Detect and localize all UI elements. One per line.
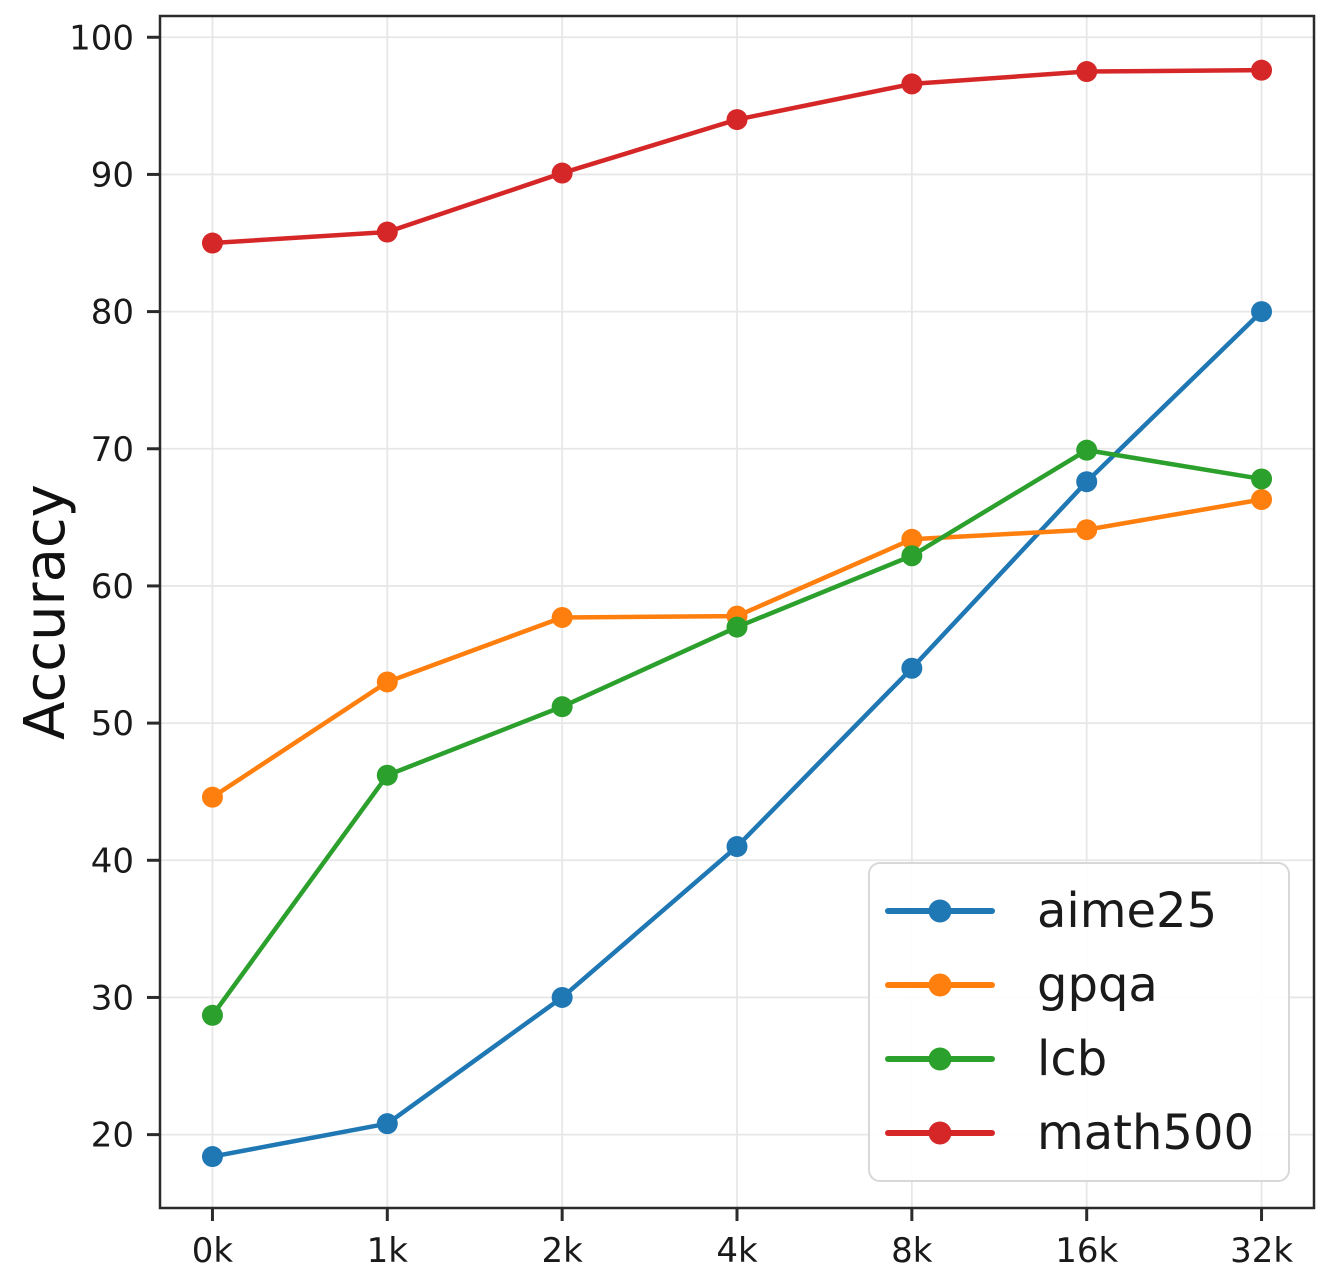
legend-line-sample-aime25	[885, 899, 995, 923]
legend-item-gpqa: gpqa	[885, 961, 1288, 1009]
data-point-gpqa-8k	[901, 528, 923, 550]
legend-line-sample-gpqa	[885, 973, 995, 997]
y-tick-label: 40	[91, 841, 134, 881]
data-point-gpqa-1k	[376, 671, 398, 693]
data-point-math500-2k	[551, 162, 573, 184]
legend-marker-icon	[928, 973, 952, 997]
legend-label-aime25: aime25	[1037, 883, 1218, 939]
data-point-math500-32k	[1251, 59, 1273, 81]
legend-marker-icon	[928, 1121, 952, 1145]
data-point-aime25-4k	[726, 836, 748, 858]
data-point-lcb-4k	[726, 616, 748, 638]
data-point-aime25-2k	[551, 986, 573, 1008]
y-tick-label: 30	[91, 978, 134, 1018]
x-tick-label: 4k	[716, 1231, 758, 1271]
data-point-math500-4k	[726, 109, 748, 131]
legend-marker-icon	[928, 1047, 952, 1071]
data-point-lcb-32k	[1251, 468, 1273, 490]
legend-label-lcb: lcb	[1037, 1031, 1108, 1087]
legend-line-sample-lcb	[885, 1047, 995, 1071]
y-tick-label: 90	[91, 155, 134, 195]
data-point-math500-8k	[901, 73, 923, 95]
legend-line-sample-math500	[885, 1121, 995, 1145]
data-point-aime25-16k	[1076, 471, 1098, 493]
data-point-lcb-16k	[1076, 439, 1098, 461]
data-point-gpqa-32k	[1251, 489, 1273, 511]
legend-item-aime25: aime25	[885, 887, 1288, 935]
x-tick-label: 1k	[367, 1231, 409, 1271]
data-point-aime25-0k	[201, 1146, 223, 1168]
legend-label-gpqa: gpqa	[1037, 957, 1158, 1013]
y-axis-title: Accuracy	[13, 484, 78, 740]
legend-marker-icon	[928, 899, 952, 923]
legend: aime25 gpqa lcb math500	[868, 862, 1290, 1182]
data-point-gpqa-0k	[201, 786, 223, 808]
legend-item-math500: math500	[885, 1109, 1288, 1157]
x-tick-label: 2k	[541, 1231, 583, 1271]
data-point-aime25-32k	[1251, 301, 1273, 323]
data-point-lcb-1k	[376, 764, 398, 786]
data-point-math500-0k	[201, 232, 223, 254]
data-point-lcb-8k	[901, 545, 923, 567]
data-point-lcb-2k	[551, 696, 573, 718]
y-tick-label: 80	[91, 293, 134, 333]
data-point-gpqa-16k	[1076, 519, 1098, 541]
x-tick-label: 0k	[192, 1231, 234, 1271]
data-point-math500-1k	[376, 221, 398, 243]
data-point-math500-16k	[1076, 61, 1098, 83]
data-point-aime25-8k	[901, 657, 923, 679]
y-tick-label: 50	[91, 704, 134, 744]
y-tick-label: 20	[91, 1116, 134, 1156]
y-tick-label: 70	[91, 430, 134, 470]
data-point-aime25-1k	[376, 1113, 398, 1135]
legend-label-math500: math500	[1037, 1105, 1255, 1161]
legend-item-lcb: lcb	[885, 1035, 1288, 1083]
data-point-lcb-0k	[201, 1004, 223, 1026]
x-tick-label: 8k	[891, 1231, 933, 1271]
x-tick-label: 16k	[1055, 1231, 1118, 1271]
y-tick-label: 60	[91, 567, 134, 607]
x-tick-label: 32k	[1230, 1231, 1293, 1271]
y-tick-label: 100	[69, 18, 134, 58]
data-point-gpqa-2k	[551, 606, 573, 628]
